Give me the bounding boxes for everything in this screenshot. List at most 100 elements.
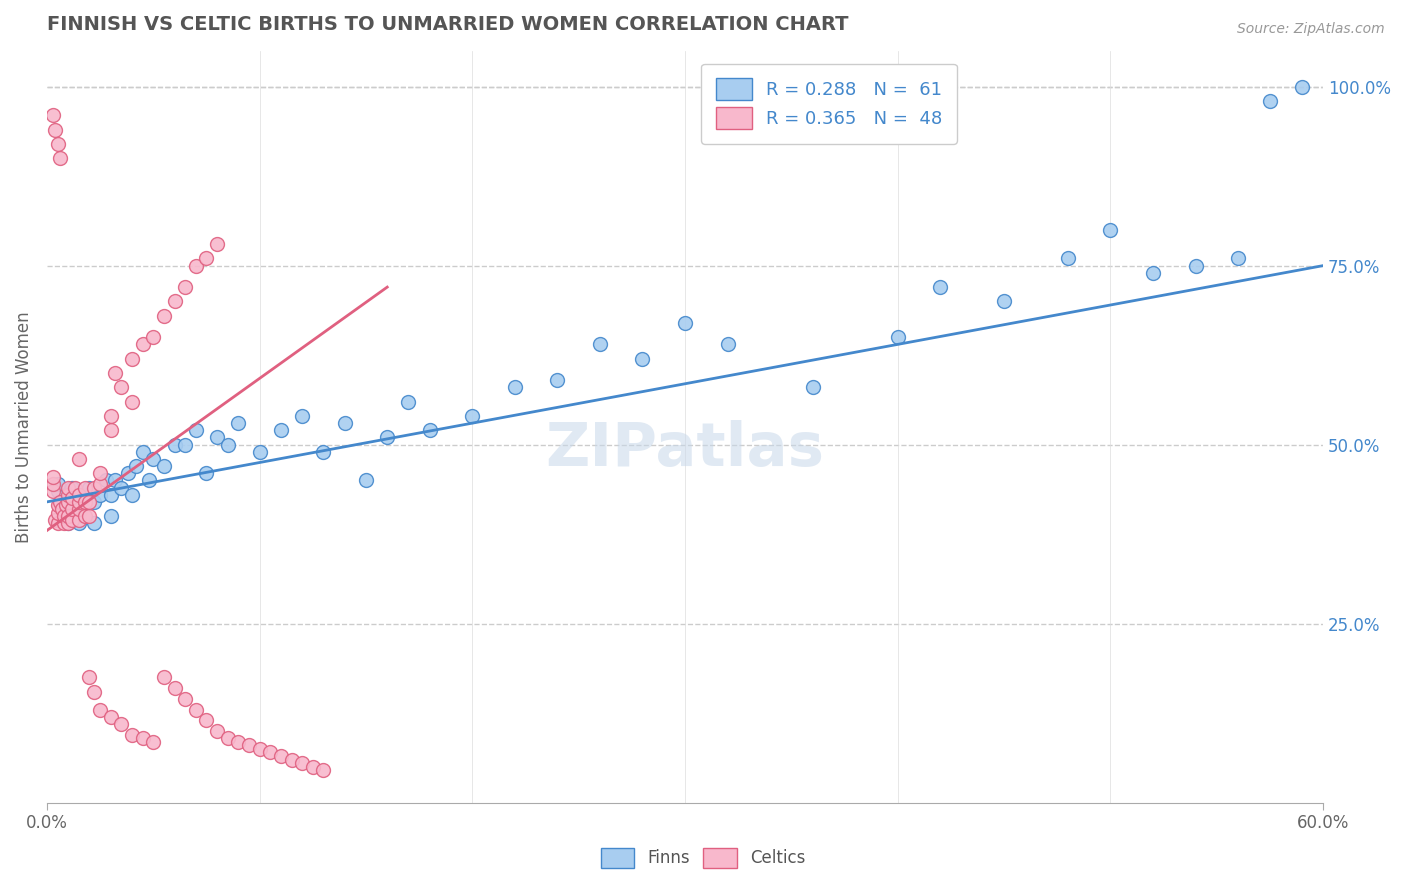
Point [48, 495, 70, 509]
Point [138, 474, 160, 488]
Point [631, 351, 654, 366]
Point [100, 709, 122, 723]
Point [67, 451, 90, 466]
Point [63, 481, 86, 495]
Point [217, 731, 239, 746]
Point [79, 670, 101, 684]
Point [249, 742, 271, 756]
Point [75, 499, 97, 513]
Point [83, 684, 105, 698]
Point [83, 481, 105, 495]
Point [546, 373, 568, 387]
Point [163, 437, 186, 451]
Text: Source: ZipAtlas.com: Source: ZipAtlas.com [1237, 22, 1385, 37]
Point [461, 409, 484, 423]
Point [217, 437, 239, 451]
Point [67, 495, 90, 509]
Point [291, 409, 314, 423]
Point [56, 495, 79, 509]
Point [67, 513, 90, 527]
Text: ZIPatlas: ZIPatlas [546, 420, 824, 479]
Point [79, 495, 101, 509]
Point [993, 294, 1015, 309]
Point [62, 491, 84, 506]
Point [67, 488, 90, 502]
Point [110, 481, 132, 495]
Point [89, 477, 111, 491]
Point [104, 366, 127, 380]
Point [131, 444, 153, 458]
Point [142, 451, 165, 466]
Point [886, 330, 908, 344]
Point [51, 502, 73, 516]
Point [716, 337, 738, 351]
Legend: Finns, Celtics: Finns, Celtics [593, 841, 813, 875]
Point [205, 430, 228, 444]
Point [125, 459, 148, 474]
Point [42, 108, 65, 122]
Point [153, 670, 176, 684]
Point [121, 488, 143, 502]
Point [312, 764, 335, 778]
Point [100, 409, 122, 423]
Point [42, 484, 65, 499]
Point [67, 506, 90, 520]
Point [83, 495, 105, 509]
Point [56, 499, 79, 513]
Point [56, 509, 79, 524]
Point [131, 731, 153, 746]
Point [184, 702, 207, 716]
Point [96, 474, 118, 488]
Legend: R = 0.288   N =  61, R = 0.365   N =  48: R = 0.288 N = 61, R = 0.365 N = 48 [702, 63, 956, 144]
Point [42, 477, 65, 491]
Point [79, 509, 101, 524]
Point [104, 474, 127, 488]
Point [46, 484, 69, 499]
Point [354, 474, 377, 488]
Point [163, 294, 186, 309]
Point [67, 502, 90, 516]
Point [1142, 266, 1164, 280]
Point [110, 380, 132, 394]
Point [75, 495, 97, 509]
Point [142, 330, 165, 344]
Point [121, 728, 143, 742]
Point [100, 488, 122, 502]
Point [52, 516, 75, 531]
Point [238, 739, 260, 753]
Point [174, 691, 197, 706]
Point [83, 516, 105, 531]
Point [333, 416, 356, 430]
Point [55, 499, 77, 513]
Point [117, 467, 139, 481]
Point [62, 513, 84, 527]
Point [184, 423, 207, 437]
Y-axis label: Births to Unmarried Women: Births to Unmarried Women [15, 311, 32, 542]
Point [89, 488, 111, 502]
Point [56, 509, 79, 524]
Point [589, 337, 612, 351]
Point [1258, 94, 1281, 108]
Point [48, 151, 70, 165]
Point [44, 513, 66, 527]
Point [56, 516, 79, 531]
Point [205, 724, 228, 739]
Point [375, 430, 398, 444]
Point [228, 416, 250, 430]
Point [270, 749, 292, 764]
Point [79, 481, 101, 495]
Point [174, 437, 197, 451]
Point [142, 735, 165, 749]
Point [312, 444, 335, 458]
Point [801, 380, 824, 394]
Point [44, 122, 66, 136]
Point [56, 516, 79, 531]
Point [131, 337, 153, 351]
Point [46, 136, 69, 151]
Point [195, 713, 218, 727]
Point [184, 259, 207, 273]
Point [100, 509, 122, 524]
Point [100, 423, 122, 437]
Point [195, 467, 218, 481]
Point [46, 516, 69, 531]
